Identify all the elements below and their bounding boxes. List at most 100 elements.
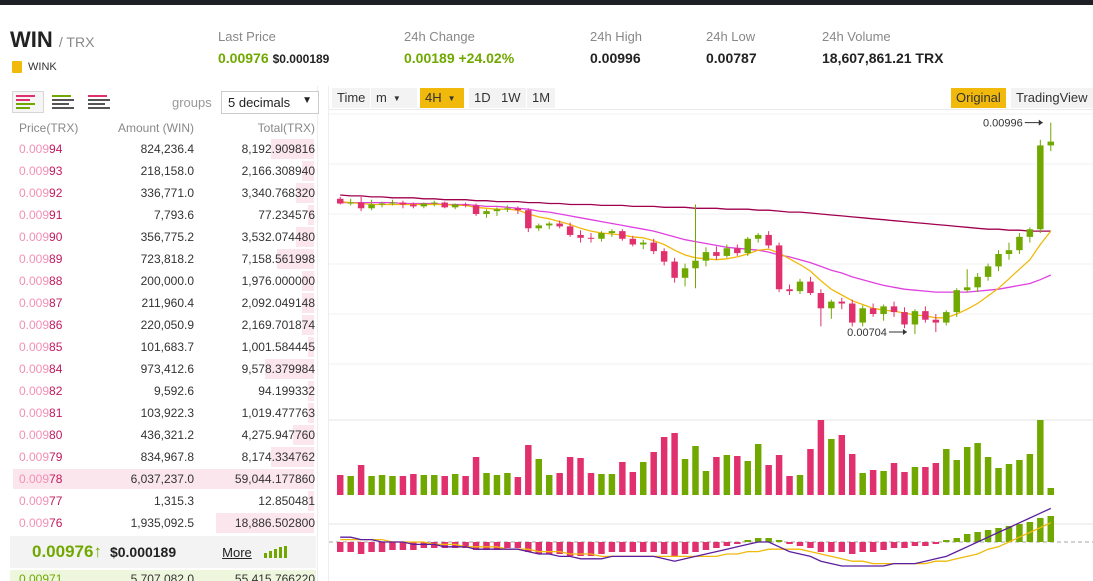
ask-row[interactable]: 0.00989 723,818.2 7,158.561998	[10, 248, 317, 270]
volume-bar	[566, 457, 574, 495]
ask-row[interactable]: 0.00993 218,158.0 2,166.308940	[10, 160, 317, 182]
macd-bar	[336, 542, 344, 552]
volume-bar	[1005, 464, 1013, 495]
depth-bar	[301, 161, 314, 181]
ask-row[interactable]: 0.00978 6,037,237.0 59,044.177860	[10, 468, 317, 490]
ask-total: 3,532.074480	[241, 230, 315, 244]
ask-amount: 436,321.2	[140, 428, 194, 442]
ask-row[interactable]: 0.00981 103,922.3 1,019.477763	[10, 402, 317, 424]
view-bids-button[interactable]	[48, 91, 80, 113]
candle	[483, 211, 490, 214]
interval-1w-button[interactable]: 1W	[496, 88, 526, 108]
ask-row[interactable]: 0.00982 9,592.6 94.199332	[10, 380, 317, 402]
ask-total: 8,174.334762	[241, 450, 315, 464]
amount-header: Amount (WIN)	[117, 121, 194, 135]
macd-bar	[765, 538, 772, 542]
macd-bar	[848, 542, 856, 554]
ask-total: 18,886.502800	[234, 516, 315, 530]
candle	[859, 308, 866, 323]
ask-row[interactable]: 0.00985 101,683.7 1,001.584445	[10, 336, 317, 358]
volume-bar	[619, 462, 626, 495]
ask-total: 7,158.561998	[241, 252, 315, 266]
candle	[357, 202, 365, 209]
groups-value: 5 decimals	[228, 95, 291, 110]
market-header: WIN / TRX WINK Last Price 0.00976 $0.0001…	[0, 5, 1093, 83]
ask-price: 0.00982	[19, 384, 63, 398]
token-name[interactable]: WINK	[12, 61, 57, 73]
macd-bar	[754, 538, 762, 542]
groups-select[interactable]: 5 decimals ▼	[221, 91, 319, 114]
depth-bar	[215, 513, 314, 533]
candle	[1047, 141, 1055, 146]
last-price-number: 0.00976	[32, 542, 94, 561]
macd-bar	[943, 540, 950, 542]
macd-bar	[357, 542, 365, 554]
volume-stat: 24h Volume 18,607,861.21 TRX	[822, 29, 943, 66]
signal-bars-icon[interactable]	[263, 546, 287, 558]
volume-bar	[922, 467, 929, 495]
macd-bar	[1005, 526, 1013, 542]
ask-row[interactable]: 0.00990 356,775.2 3,532.074480	[10, 226, 317, 248]
order-book-header: Price(TRX) Amount (WIN) Total(TRX)	[10, 118, 317, 138]
ask-amount: 218,158.0	[140, 164, 194, 178]
ask-row[interactable]: 0.00986 220,050.9 2,169.701874	[10, 314, 317, 336]
pair-title: WIN / TRX	[10, 27, 94, 53]
last-price-big: 0.00976↑	[32, 542, 102, 562]
ask-row[interactable]: 0.00987 211,960.4 2,092.049148	[10, 292, 317, 314]
candle	[368, 204, 375, 209]
total-header: Total(TRX)	[257, 121, 315, 135]
candle	[984, 266, 992, 277]
tradingview-button[interactable]: TradingView	[1011, 88, 1093, 108]
ask-row[interactable]: 0.00991 7,793.6 77.234576	[10, 204, 317, 226]
candle	[556, 223, 563, 227]
volume-bar	[1016, 460, 1023, 495]
time-button[interactable]: Time	[332, 88, 371, 108]
volume-bar	[399, 476, 407, 495]
ask-price: 0.00988	[19, 274, 63, 288]
volume-bar	[336, 475, 344, 495]
volume-bar	[807, 449, 814, 495]
volume-bar	[577, 458, 584, 495]
bid-row[interactable]: 0.00971 5,707,082.0 55,415.766220	[10, 570, 316, 581]
caret-down-icon: ▼	[302, 95, 312, 106]
macd-bar	[535, 542, 543, 554]
macd-bar	[692, 542, 699, 552]
volume-bar	[974, 443, 981, 495]
original-view-button[interactable]: Original	[951, 88, 1006, 108]
bid-price: 0.00971	[19, 572, 63, 581]
ask-row[interactable]: 0.00988 200,000.0 1,976.000000	[10, 270, 317, 292]
minute-dropdown[interactable]: m ▼	[371, 88, 417, 108]
volume-bar	[953, 460, 960, 495]
ask-row[interactable]: 0.00984 973,412.6 9,578.379984	[10, 358, 317, 380]
ask-row[interactable]: 0.00994 824,236.4 8,192.909816	[10, 138, 317, 160]
candle	[943, 312, 950, 323]
interval-4h-dropdown[interactable]: 4H ▼	[420, 88, 464, 108]
interval-1m-button[interactable]: 1M	[527, 88, 556, 108]
ask-row[interactable]: 0.00979 834,967.8 8,174.334762	[10, 446, 317, 468]
ask-price: 0.00979	[19, 450, 63, 464]
ask-row[interactable]: 0.00976 1,935,092.5 18,886.502800	[10, 512, 317, 534]
volume-bar	[1047, 488, 1055, 495]
arrow-right-icon	[1038, 119, 1043, 126]
ask-price: 0.00994	[19, 142, 63, 156]
more-link[interactable]: More	[222, 544, 252, 560]
candle	[922, 311, 929, 320]
macd-bar	[681, 542, 689, 554]
volume-bar	[681, 459, 689, 495]
depth-bar	[307, 205, 314, 225]
ask-row[interactable]: 0.00992 336,771.0 3,340.768320	[10, 182, 317, 204]
ask-row[interactable]: 0.00980 436,321.2 4,275.947760	[10, 424, 317, 446]
high-value: 0.00996	[590, 50, 641, 66]
view-asks-button[interactable]	[84, 91, 116, 113]
ask-row[interactable]: 0.00977 1,315.3 12.850481	[10, 490, 317, 512]
candle	[545, 223, 553, 226]
chart-canvas[interactable]: 0.00996 0.00704	[329, 110, 1093, 581]
ask-price: 0.00980	[19, 428, 63, 442]
interval-1d-button[interactable]: 1D	[469, 88, 496, 108]
candle	[577, 234, 584, 238]
macd-bar	[786, 542, 793, 544]
candle	[713, 252, 720, 256]
view-both-button[interactable]	[12, 91, 44, 113]
depth-bar	[307, 381, 314, 401]
candle	[451, 204, 459, 208]
